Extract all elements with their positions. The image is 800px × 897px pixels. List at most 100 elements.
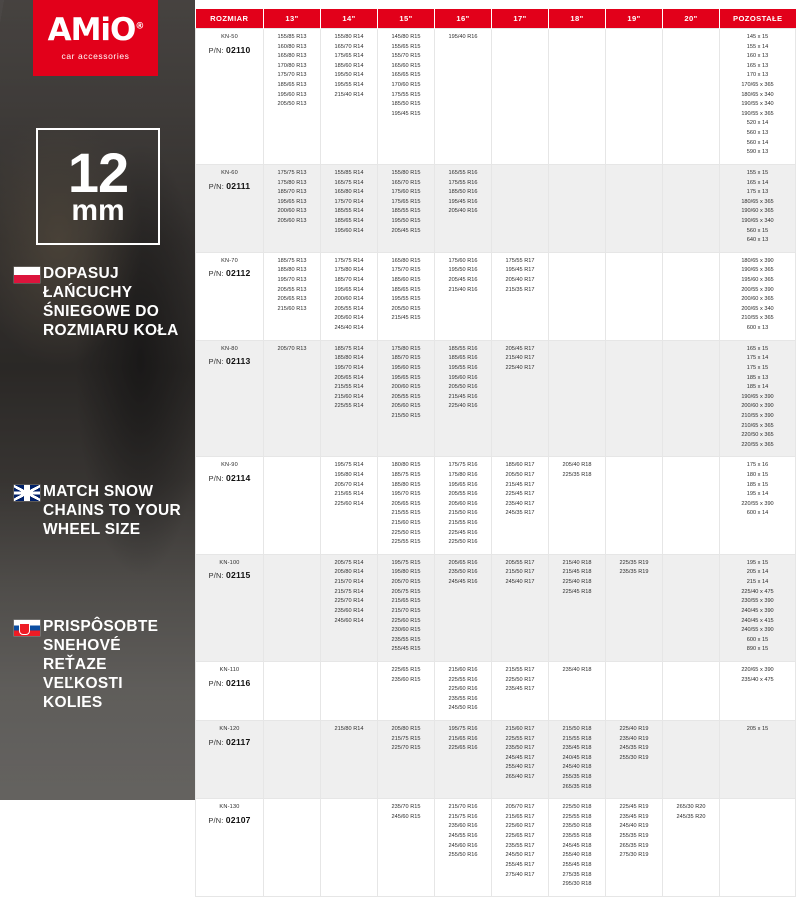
tire-size: 185/55 R14: [334, 208, 364, 215]
tire-size: 180/65 x 365: [741, 198, 774, 205]
tire-size: 195/80 R15: [391, 569, 421, 576]
tire-size: 225/45 R18: [562, 588, 592, 595]
tire-size: 205/40 R18: [562, 462, 592, 469]
tire-size: 165 x 13: [746, 62, 769, 69]
tire-size: 215/60 R17: [505, 726, 535, 732]
tire-size: 215/35 R17: [505, 286, 535, 293]
table-col-header: 13": [263, 9, 321, 29]
tire-size: 215/55 R17: [505, 666, 535, 673]
size-cell: [662, 719, 720, 800]
tire-size: 185/75 R13: [277, 257, 307, 264]
tire-size: 235/40 R19: [619, 735, 649, 742]
table-col-header: 16": [434, 9, 492, 29]
tire-size: 205/70 R13: [277, 345, 307, 352]
tire-size: 255/45 R15: [391, 646, 421, 653]
language-text-pl: DOPASUJ ŁAŃCUCHY ŚNIEGOWE DO ROZMIARU KO…: [43, 265, 179, 339]
tire-size: 190/55 x 340: [741, 101, 774, 108]
tire-size: 175/70 R13: [277, 72, 307, 79]
tire-size: 195/50 R14: [334, 72, 364, 79]
size-cell: 185/60 R17 205/50 R17 215/45 R17 225/45 R17…: [491, 456, 549, 555]
tire-size: 225/50 R15: [391, 529, 421, 536]
size-cell: 205 x 15: [719, 719, 796, 800]
brand-tagline: car accessories: [61, 51, 130, 61]
tire-size: 205/70 R15: [391, 579, 421, 586]
tire-size: 225/65 R17: [505, 833, 535, 840]
tire-size: 225/50 R16: [448, 539, 478, 546]
tire-size: 245/60 R15: [391, 813, 421, 820]
tire-size: 185 x 14: [746, 384, 769, 391]
tire-size: 255/40 R18: [562, 852, 592, 859]
size-cell: [662, 28, 720, 165]
tire-size: 165 x 14: [746, 179, 769, 186]
tire-size: 255/35 R19: [619, 833, 649, 840]
tire-size: 235/40 R18: [562, 666, 592, 673]
tire-size: 235/50 R17: [505, 745, 535, 752]
tire-size: 215/70 R14: [334, 579, 364, 586]
tire-size: 215/40 R14: [334, 91, 364, 98]
tire-size: 185/55 R15: [391, 208, 421, 215]
tire-size: 180/65 x 340: [741, 91, 774, 98]
tire-size: 155 x 14: [746, 43, 769, 50]
tire-size: 195/60 R14: [334, 227, 364, 234]
tire-size: 185/50 R15: [391, 101, 421, 108]
size-cell: 205/70 R17 215/65 R17 225/60 R17 225/65 R17…: [491, 798, 549, 897]
tire-size: 195/80 R14: [334, 471, 364, 478]
tire-size: 220/65 x 390: [741, 666, 774, 673]
tire-size: 255/50 R16: [448, 852, 478, 859]
tire-size: 145 x 15: [746, 34, 769, 40]
size-cell: [320, 660, 378, 722]
tire-size: 205/40 R17: [505, 277, 535, 284]
tire-size: 235/60 R14: [334, 607, 364, 614]
tire-size: 225/65 R15: [391, 666, 421, 673]
tire-size: 185/80 R15: [391, 481, 421, 488]
table-col-header: 17": [491, 9, 549, 29]
tire-size: 165/60 R15: [391, 62, 421, 69]
tire-size: 205/50 R13: [277, 101, 307, 108]
tire-size: 195/45 R15: [391, 110, 421, 117]
size-cell: 195 x 15 205 x 14 215 x 14 225/40 x 475 230/…: [719, 553, 796, 662]
tire-size: 155/85 R14: [334, 169, 364, 176]
tire-size: 220/55 x 390: [741, 500, 774, 507]
tire-size: 235/50 R18: [562, 823, 592, 830]
tire-size: 200/60 x 365: [741, 296, 774, 303]
tire-size: 245/40 R18: [562, 764, 592, 771]
tire-size: 235/60 R16: [448, 823, 478, 830]
tire-size: 195/75 R15: [391, 559, 421, 566]
tire-size: 185/70 R15: [391, 355, 421, 362]
tire-size: 200/55 x 390: [741, 286, 774, 293]
model-part-number: P/N: 02114: [208, 472, 251, 483]
tire-size: 205/80 R14: [334, 569, 364, 576]
tire-size: 195/40 R16: [448, 34, 478, 40]
size-cell: 165/55 R16 175/55 R16 185/50 R16 195/45 R16…: [434, 163, 492, 253]
size-table-container: ROZMIAR 13" 14" 15" 16" 17" 18" 19" 20" POZOSTAŁE…: [195, 0, 800, 897]
size-cell: 175/80 R15 185/70 R15 195/60 R15 195/65 R15…: [377, 339, 435, 458]
size-cell: [605, 660, 663, 722]
tire-size: 640 x 13: [746, 237, 769, 244]
tire-size: 160/80 R13: [277, 43, 307, 50]
tire-size: 200/60 R13: [277, 208, 307, 215]
size-cell: 225/45 R19 235/45 R19 245/40 R19 255/35 R19…: [605, 798, 663, 897]
tire-size: 190/65 x 340: [741, 217, 774, 224]
tire-size: 600 x 14: [746, 510, 769, 517]
size-cell: 215/60 R17 225/55 R17 235/50 R17 245/45 R17…: [491, 719, 549, 800]
tire-size: 245/40 R17: [505, 579, 535, 586]
size-cell: 175/75 R13 175/80 R13 185/70 R13 195/65 R13…: [263, 163, 321, 253]
tire-size: 225/55 R16: [448, 676, 478, 683]
tire-size: 205/60 R13: [277, 217, 307, 224]
tire-size: 215/55 R18: [562, 735, 592, 742]
tire-size: 175 x 15: [746, 364, 769, 371]
table-col-header: 19": [605, 9, 663, 29]
tire-size: 195/65 R14: [334, 286, 364, 293]
tire-size: 215/40 R17: [505, 355, 535, 362]
tire-size: 255/45 R18: [562, 861, 592, 868]
size-cell: 165/80 R15 175/70 R15 185/60 R15 185/65 R15…: [377, 251, 435, 341]
tire-size: 175/80 R13: [277, 179, 307, 186]
size-cell: [491, 163, 549, 253]
photo-overlay: [0, 0, 195, 800]
tire-size: 175/55 R17: [505, 257, 535, 264]
tire-size: 215/65 R16: [448, 735, 478, 742]
tire-size: 195/65 R16: [448, 481, 478, 488]
table-row: KN-130 P/N: 02107 235/70 R15 245/60 R15 215/…: [195, 798, 796, 897]
flag-poland-icon: [14, 267, 40, 283]
tire-size: 225/60 R16: [448, 686, 478, 693]
